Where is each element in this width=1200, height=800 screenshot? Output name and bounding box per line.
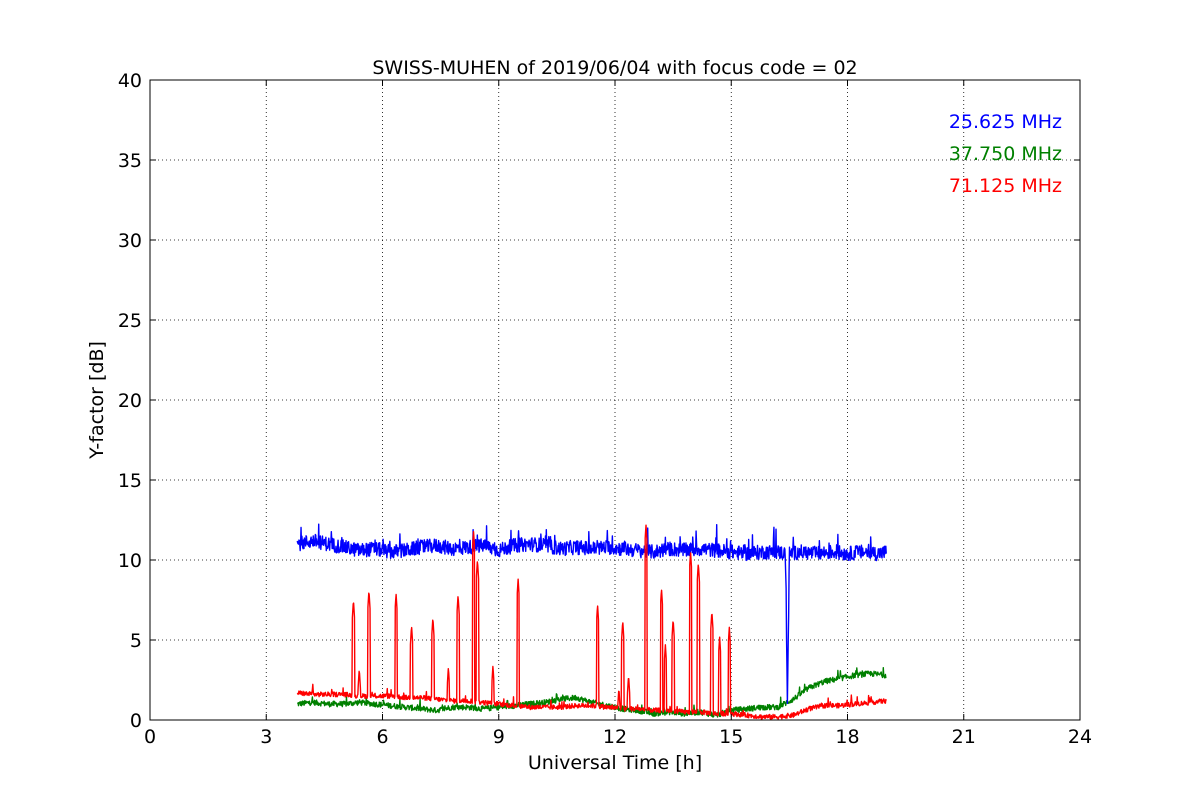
x-tick-label: 21 (952, 726, 976, 748)
x-tick-label: 0 (144, 726, 156, 748)
y-tick-label: 40 (118, 70, 142, 92)
legend-entry: 25.625 MHz (949, 111, 1062, 133)
legend-entry: 37.750 MHz (949, 143, 1062, 165)
x-tick-label: 3 (260, 726, 272, 748)
chart-title: SWISS-MUHEN of 2019/06/04 with focus cod… (372, 57, 857, 79)
x-tick-label: 15 (719, 726, 743, 748)
x-tick-label: 24 (1068, 726, 1092, 748)
series-line (296, 523, 887, 705)
y-tick-label: 35 (118, 150, 142, 172)
x-tick-label: 9 (493, 726, 505, 748)
y-tick-label: 25 (118, 310, 142, 332)
x-tick-label: 6 (376, 726, 388, 748)
legend: 25.625 MHz 37.750 MHz 71.125 MHz (949, 111, 1062, 197)
series-line (296, 524, 887, 720)
y-tick-label: 30 (118, 230, 142, 252)
y-axis-title: Y-factor [dB] (86, 341, 108, 460)
x-tick-label: 12 (603, 726, 627, 748)
x-tick-label: 18 (835, 726, 859, 748)
grid (150, 80, 1080, 720)
legend-entry: 71.125 MHz (949, 175, 1062, 197)
y-tick-label: 20 (118, 390, 142, 412)
series-layer (296, 523, 887, 720)
y-tick-label: 0 (130, 710, 142, 732)
y-tick-label: 10 (118, 550, 142, 572)
y-tick-label: 15 (118, 470, 142, 492)
y-tick-label: 5 (130, 630, 142, 652)
x-axis-title: Universal Time [h] (528, 752, 702, 774)
ticks: 0 3 6 9 12 15 18 21 24 0 5 10 15 20 25 30 35 40 (118, 70, 1092, 748)
